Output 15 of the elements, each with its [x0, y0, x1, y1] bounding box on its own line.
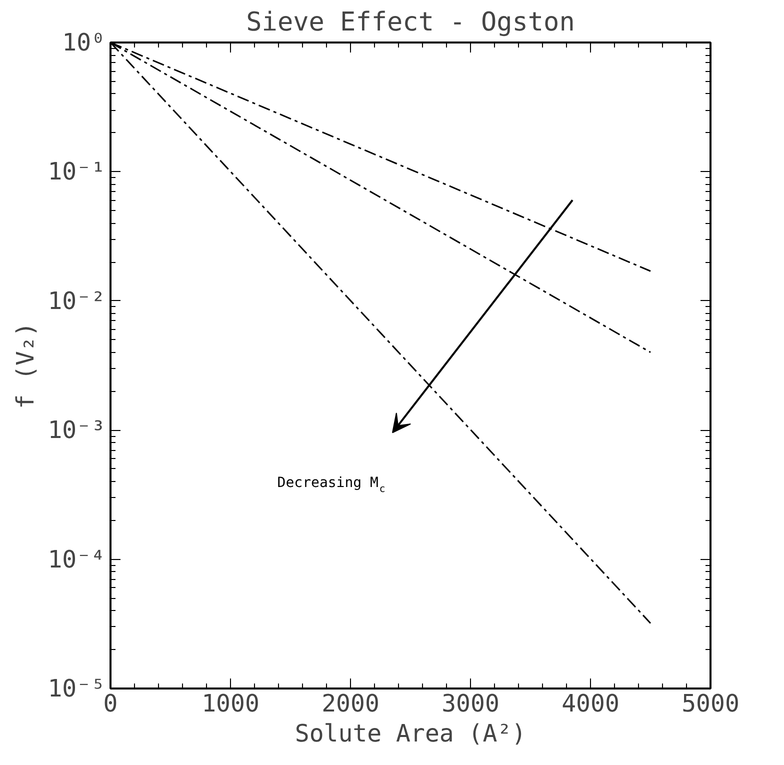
y-tick-label: 10⁻³	[48, 416, 106, 444]
x-tick-label: 0	[103, 690, 118, 718]
chart-title: Sieve Effect - Ogston	[246, 8, 575, 38]
y-tick-label: 10⁻⁵	[48, 674, 106, 702]
x-axis-title: Solute Area (A²)	[294, 720, 526, 748]
y-tick-label: 10⁰	[62, 28, 106, 56]
y-axis-title: f (V₂)	[12, 322, 40, 409]
x-tick-label: 5000	[682, 690, 740, 718]
x-tick-label: 3000	[442, 690, 500, 718]
y-tick-label: 10⁻¹	[48, 158, 106, 186]
x-tick-label: 1000	[202, 690, 260, 718]
y-tick-label: 10⁻⁴	[48, 545, 106, 574]
x-tick-label: 2000	[322, 690, 380, 718]
y-tick-label: 10⁻²	[48, 286, 106, 315]
x-tick-label: 4000	[562, 690, 620, 718]
